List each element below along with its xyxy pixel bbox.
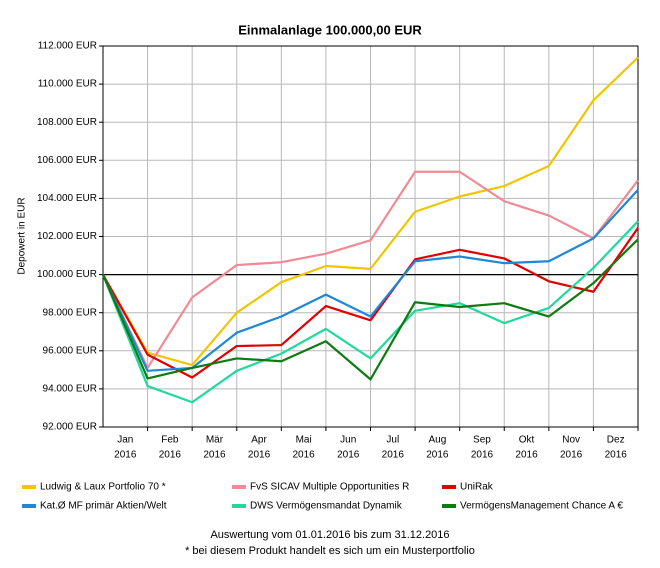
x-tick-label: Mai bbox=[296, 435, 312, 446]
chart-title: Einmalanlage 100.000,00 EUR bbox=[238, 22, 422, 37]
x-tick-label: 2016 bbox=[471, 450, 494, 461]
x-tick-label: 2016 bbox=[337, 450, 360, 461]
x-tick-label: Sep bbox=[473, 435, 491, 446]
legend-label: FvS SICAV Multiple Opportunities R bbox=[250, 482, 409, 493]
y-tick-label: 106.000 EUR bbox=[37, 155, 97, 166]
x-tick-label: 2016 bbox=[293, 450, 316, 461]
x-tick-label: 2016 bbox=[515, 450, 538, 461]
series-line bbox=[101, 220, 639, 404]
x-tick-label: Okt bbox=[519, 435, 535, 446]
y-tick-label: 100.000 EUR bbox=[37, 269, 97, 280]
legend-label: DWS Vermögensmandat Dynamik bbox=[250, 501, 403, 512]
x-tick-label: Jun bbox=[340, 435, 356, 446]
x-tick-label: 2016 bbox=[248, 450, 271, 461]
series-line bbox=[102, 170, 639, 370]
y-tick-label: 104.000 EUR bbox=[37, 193, 97, 204]
y-axis-label: Depowert in EUR bbox=[17, 197, 28, 274]
legend-label: VermögensManagement Chance A € bbox=[460, 501, 623, 512]
x-tick-label: 2016 bbox=[605, 450, 628, 461]
footer: * bei diesem Produkt handelt es sich um … bbox=[185, 545, 475, 557]
x-tick-label: 2016 bbox=[426, 450, 449, 461]
x-tick-label: 2016 bbox=[114, 450, 137, 461]
x-tick-label: Feb bbox=[161, 435, 179, 446]
x-tick-label: 2016 bbox=[203, 450, 226, 461]
series-line bbox=[102, 227, 639, 379]
x-tick-label: 2016 bbox=[159, 450, 182, 461]
y-tick-label: 96.000 EUR bbox=[43, 345, 97, 356]
legend-label: UniRak bbox=[460, 482, 494, 493]
x-tick-label: Jul bbox=[386, 435, 399, 446]
y-tick-label: 108.000 EUR bbox=[37, 117, 97, 128]
x-tick-label: Mär bbox=[206, 435, 224, 446]
legend-label: Kat.Ø MF primär Aktien/Welt bbox=[40, 501, 167, 512]
x-tick-label: 2016 bbox=[382, 450, 405, 461]
y-tick-label: 92.000 EUR bbox=[43, 422, 97, 433]
footer: Auswertung vom 01.01.2016 bis zum 31.12.… bbox=[210, 529, 449, 541]
series-line bbox=[101, 238, 639, 381]
series-line bbox=[102, 56, 639, 367]
y-tick-label: 102.000 EUR bbox=[37, 231, 97, 242]
x-tick-label: Nov bbox=[562, 435, 580, 446]
y-tick-label: 98.000 EUR bbox=[43, 307, 97, 318]
x-tick-label: Dez bbox=[607, 435, 625, 446]
x-tick-label: Apr bbox=[251, 435, 267, 446]
legend-label: Ludwig & Laux Portfolio 70 * bbox=[40, 482, 166, 493]
x-tick-label: 2016 bbox=[560, 450, 583, 461]
y-tick-label: 94.000 EUR bbox=[43, 384, 97, 395]
y-tick-label: 112.000 EUR bbox=[38, 41, 97, 52]
y-tick-label: 110.000 EUR bbox=[38, 79, 97, 90]
x-tick-label: Aug bbox=[428, 435, 446, 446]
x-tick-label: Jan bbox=[117, 435, 133, 446]
